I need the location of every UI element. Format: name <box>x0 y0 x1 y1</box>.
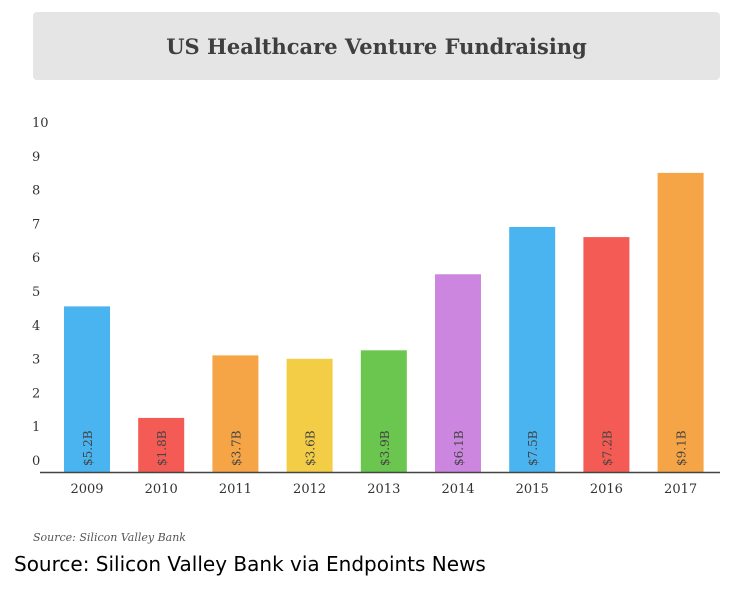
y-tick-label: 0 <box>32 454 40 469</box>
y-tick-label: 10 <box>32 116 49 131</box>
bar-value-label: $9.1B <box>675 430 689 466</box>
bar-value-label: $3.7B <box>229 430 243 466</box>
y-tick-label: 2 <box>32 386 40 401</box>
y-tick-label: 5 <box>32 285 40 300</box>
bar-value-label: $5.2B <box>81 430 95 466</box>
image-caption: Source: Silicon Valley Bank via Endpoint… <box>14 552 486 576</box>
chart-title-box: US Healthcare Venture Fundraising <box>33 12 720 80</box>
bar-value-label: $6.1B <box>452 430 466 466</box>
y-tick-label: 1 <box>32 420 40 435</box>
bar-value-label: $3.9B <box>378 430 392 466</box>
bar-value-label: $7.2B <box>600 430 614 466</box>
y-tick-label: 4 <box>32 319 40 334</box>
x-tick-label: 2015 <box>516 482 549 497</box>
bar <box>212 355 259 472</box>
x-tick-label: 2010 <box>145 482 178 497</box>
x-tick-label: 2011 <box>219 482 252 497</box>
chart-title: US Healthcare Venture Fundraising <box>166 33 587 59</box>
y-tick-label: 7 <box>32 217 40 232</box>
bar <box>435 274 481 472</box>
bar <box>138 417 185 472</box>
bar <box>509 226 556 472</box>
bar-value-label: $1.8B <box>155 430 169 466</box>
bar-value-label: $7.5B <box>526 430 540 466</box>
bar <box>360 350 407 472</box>
chart-source: Source: Silicon Valley Bank <box>33 531 186 544</box>
x-tick-label: 2014 <box>441 482 474 497</box>
x-tick-label: 2009 <box>70 482 103 497</box>
x-tick-label: 2012 <box>293 482 326 497</box>
bar <box>657 172 704 472</box>
x-tick-label: 2016 <box>590 482 623 497</box>
bar-value-label: $3.6B <box>304 430 318 466</box>
bar <box>64 306 110 472</box>
y-tick-label: 3 <box>32 353 40 368</box>
bar <box>583 237 630 472</box>
y-tick-label: 6 <box>32 251 40 266</box>
x-tick-label: 2017 <box>664 482 697 497</box>
bar <box>286 358 333 472</box>
x-tick-label: 2013 <box>367 482 400 497</box>
bar-chart: 0 1 2 3 4 5 6 7 8 9 10 $5.2B 2009 $1.8B 2010 $3.7B 2011 $… <box>32 116 720 497</box>
y-tick-label: 8 <box>32 184 40 199</box>
y-tick-label: 9 <box>32 150 40 165</box>
